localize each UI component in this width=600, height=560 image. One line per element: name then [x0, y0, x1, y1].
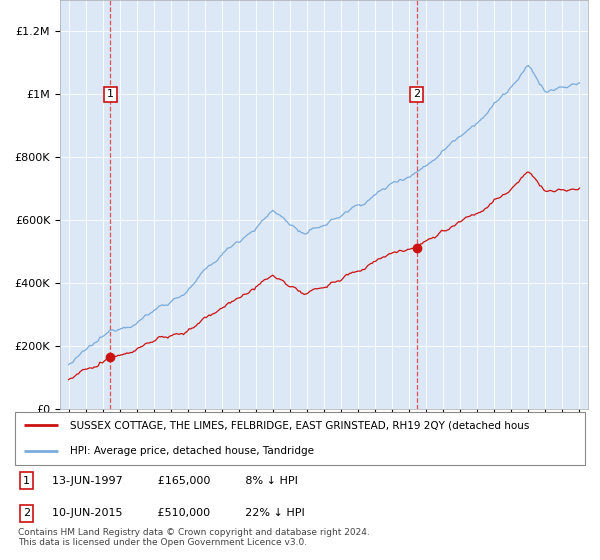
- FancyBboxPatch shape: [15, 412, 585, 465]
- Text: 13-JUN-1997          £165,000          8% ↓ HPI: 13-JUN-1997 £165,000 8% ↓ HPI: [52, 475, 298, 486]
- Text: 2: 2: [23, 508, 30, 519]
- Text: Contains HM Land Registry data © Crown copyright and database right 2024.
This d: Contains HM Land Registry data © Crown c…: [18, 528, 370, 548]
- Text: HPI: Average price, detached house, Tandridge: HPI: Average price, detached house, Tand…: [70, 446, 314, 456]
- Text: 1: 1: [107, 90, 114, 99]
- Text: 1: 1: [23, 475, 30, 486]
- Text: SUSSEX COTTAGE, THE LIMES, FELBRIDGE, EAST GRINSTEAD, RH19 2QY (detached hous: SUSSEX COTTAGE, THE LIMES, FELBRIDGE, EA…: [70, 420, 529, 430]
- Text: 10-JUN-2015          £510,000          22% ↓ HPI: 10-JUN-2015 £510,000 22% ↓ HPI: [52, 508, 305, 519]
- Text: 2: 2: [413, 90, 420, 99]
